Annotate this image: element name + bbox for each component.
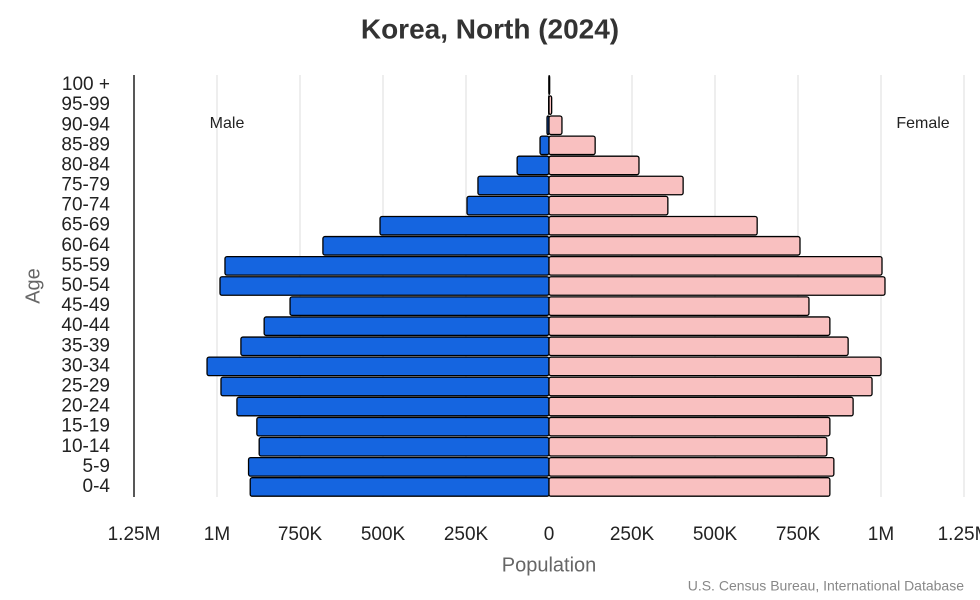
bar [548, 356, 882, 377]
x-tick-label: 750K [776, 524, 821, 545]
bar [548, 155, 640, 176]
bar [548, 336, 849, 357]
x-tick-label: 0 [544, 524, 555, 545]
x-tick-label: 750K [278, 524, 323, 545]
y-tick-label: 80-84 [61, 154, 110, 175]
bar [466, 195, 550, 216]
y-tick-label: 35-39 [61, 335, 110, 356]
x-tick-label: 1M [204, 524, 230, 545]
y-tick-label: 55-59 [61, 255, 110, 276]
bar [548, 115, 563, 136]
bar [236, 396, 550, 417]
bar [379, 215, 550, 236]
bar [548, 276, 886, 296]
y-tick-label: 5-9 [83, 456, 110, 477]
bar [548, 235, 801, 256]
y-tick-label: 60-64 [61, 235, 110, 256]
bar [247, 456, 550, 477]
bar [220, 376, 550, 397]
bar [206, 356, 550, 377]
y-tick-label: 20-24 [61, 396, 110, 417]
x-axis-label: Population [502, 554, 597, 576]
bar [548, 416, 831, 437]
x-tick-label: 500K [693, 524, 738, 545]
bar [548, 296, 810, 316]
y-tick-label: 65-69 [61, 215, 110, 236]
y-axis-label: Age [22, 268, 44, 304]
bar [548, 376, 873, 397]
x-tick-label: 500K [361, 524, 406, 545]
bar [539, 135, 550, 156]
y-tick-label: 45-49 [61, 295, 110, 316]
y-tick-label: 10-14 [61, 436, 110, 457]
y-tick-label: 30-34 [61, 355, 110, 376]
legend-label: Male [210, 115, 245, 132]
bar [263, 316, 550, 337]
x-tick-label: 1.25M [938, 524, 980, 545]
y-tick-label: 85-89 [61, 134, 110, 155]
bar [256, 416, 550, 437]
x-tick-label: 250K [444, 524, 489, 545]
bar [548, 135, 596, 156]
bar [548, 256, 883, 276]
bar [548, 436, 828, 457]
x-tick-label: 1.25M [108, 524, 161, 545]
bar [322, 235, 550, 256]
legend-label: Female [896, 115, 949, 132]
y-tick-label: 15-19 [61, 416, 110, 437]
source: U.S. Census Bureau, International Databa… [688, 578, 964, 594]
x-tick-label: 1M [868, 524, 894, 545]
y-tick-label: 50-54 [61, 275, 110, 296]
x-tick-label: 250K [610, 524, 655, 545]
bar [548, 175, 684, 196]
y-tick-label: 90-94 [61, 114, 110, 135]
bar [289, 296, 550, 316]
y-tick-label: 0-4 [83, 476, 111, 497]
y-tick-label: 100 + [62, 74, 110, 95]
y-tick-label: 75-79 [61, 175, 110, 196]
bar [477, 175, 550, 196]
y-tick-label: 40-44 [61, 315, 110, 336]
bar [548, 215, 758, 236]
bar [240, 336, 550, 357]
y-tick-label: 70-74 [61, 195, 110, 216]
bar [548, 195, 669, 216]
bar [249, 477, 550, 497]
chart-title: Korea, North (2024) [361, 13, 619, 44]
bar [548, 95, 553, 116]
bar [516, 155, 550, 176]
bar [258, 436, 550, 457]
bar [548, 316, 831, 337]
bar [548, 396, 854, 417]
bar [219, 276, 550, 296]
y-tick-label: 25-29 [61, 375, 110, 396]
bar [548, 75, 551, 95]
bar [548, 477, 831, 497]
bar [548, 456, 835, 477]
y-tick-label: 95-99 [61, 94, 110, 115]
bar [224, 256, 550, 276]
